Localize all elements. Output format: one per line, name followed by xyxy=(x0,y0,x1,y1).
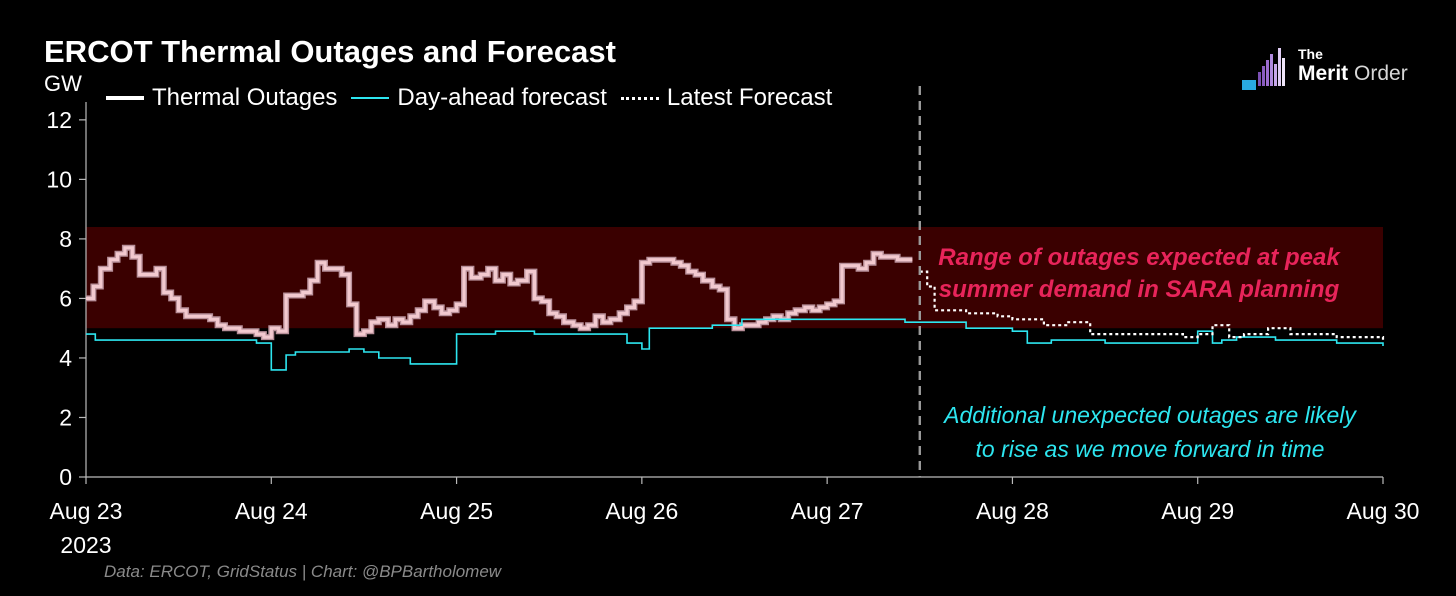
y-tick-label: 10 xyxy=(46,166,72,192)
legend: Thermal Outages Day-ahead forecast Lates… xyxy=(106,84,846,112)
x-tick-label: Aug 29 xyxy=(1161,498,1234,524)
series-latest-forecast xyxy=(919,270,1385,341)
legend-label-latest-forecast: Latest Forecast xyxy=(666,84,833,111)
legend-swatch-latest-forecast xyxy=(620,96,659,100)
y-tick-label: 6 xyxy=(59,285,72,311)
annotation-sara-range: Range of outages expected at peak summer… xyxy=(914,242,1364,306)
source-credit: Data: ERCOT, GridStatus | Chart: @BPBart… xyxy=(104,562,502,581)
y-tick-label: 8 xyxy=(59,226,72,252)
logo-bars-icon xyxy=(1242,48,1285,90)
x-tick-label: Aug 26 xyxy=(605,498,678,524)
legend-swatch-day-ahead-forecast xyxy=(351,97,390,99)
legend-label-thermal-outages: Thermal Outages xyxy=(152,84,338,111)
x-tick-label: Aug 30 xyxy=(1347,498,1420,524)
annotation-sara-line2: summer demand in SARA planning xyxy=(938,276,1340,303)
y-axis-unit: GW xyxy=(44,71,82,96)
annotation-unexpected-outages: Additional unexpected outages are likely… xyxy=(904,398,1396,466)
legend-item-latest-forecast: Latest Forecast xyxy=(620,84,833,112)
y-tick-label: 0 xyxy=(59,464,72,490)
annotation-unexpected-line1: Additional unexpected outages are likely xyxy=(944,402,1356,428)
x-tick-label: Aug 24 xyxy=(235,498,308,524)
annotation-sara-line1: Range of outages expected at peak xyxy=(938,244,1340,271)
y-tick-label: 12 xyxy=(46,107,72,133)
annotation-unexpected-line2: to rise as we move forward in time xyxy=(975,436,1325,462)
logo-the: The xyxy=(1298,46,1323,62)
x-tick-label: Aug 23 xyxy=(50,498,123,524)
series-layer xyxy=(86,244,1385,371)
y-tick-label: 2 xyxy=(59,404,72,430)
legend-swatch-thermal-outages xyxy=(106,96,144,100)
sara-range-band xyxy=(86,227,1383,329)
x-tick-label: Aug 27 xyxy=(791,498,864,524)
merit-order-logo: The Merit Order xyxy=(1238,42,1428,98)
x-tick-label: Aug 28 xyxy=(976,498,1049,524)
legend-item-day-ahead-forecast: Day-ahead forecast xyxy=(351,84,607,112)
chart-title: ERCOT Thermal Outages and Forecast xyxy=(44,34,616,69)
axes-layer: 0 2 4 6 8 10 12 Aug 23 2023 Aug 24 Aug 25 Aug 26 Aug… xyxy=(46,102,1419,558)
logo-wordmark: Merit Order xyxy=(1298,62,1408,86)
shaded-band-layer xyxy=(86,227,1383,329)
y-tick-label: 4 xyxy=(59,345,72,371)
x-tick-label: Aug 25 xyxy=(420,498,493,524)
logo-merit: Merit xyxy=(1298,62,1349,85)
legend-label-day-ahead-forecast: Day-ahead forecast xyxy=(397,84,607,111)
logo-order: Order xyxy=(1354,62,1408,85)
legend-item-thermal-outages: Thermal Outages xyxy=(106,84,337,112)
series-day-ahead-forecast xyxy=(86,318,1384,371)
x-tick-year-label: 2023 xyxy=(60,532,111,558)
